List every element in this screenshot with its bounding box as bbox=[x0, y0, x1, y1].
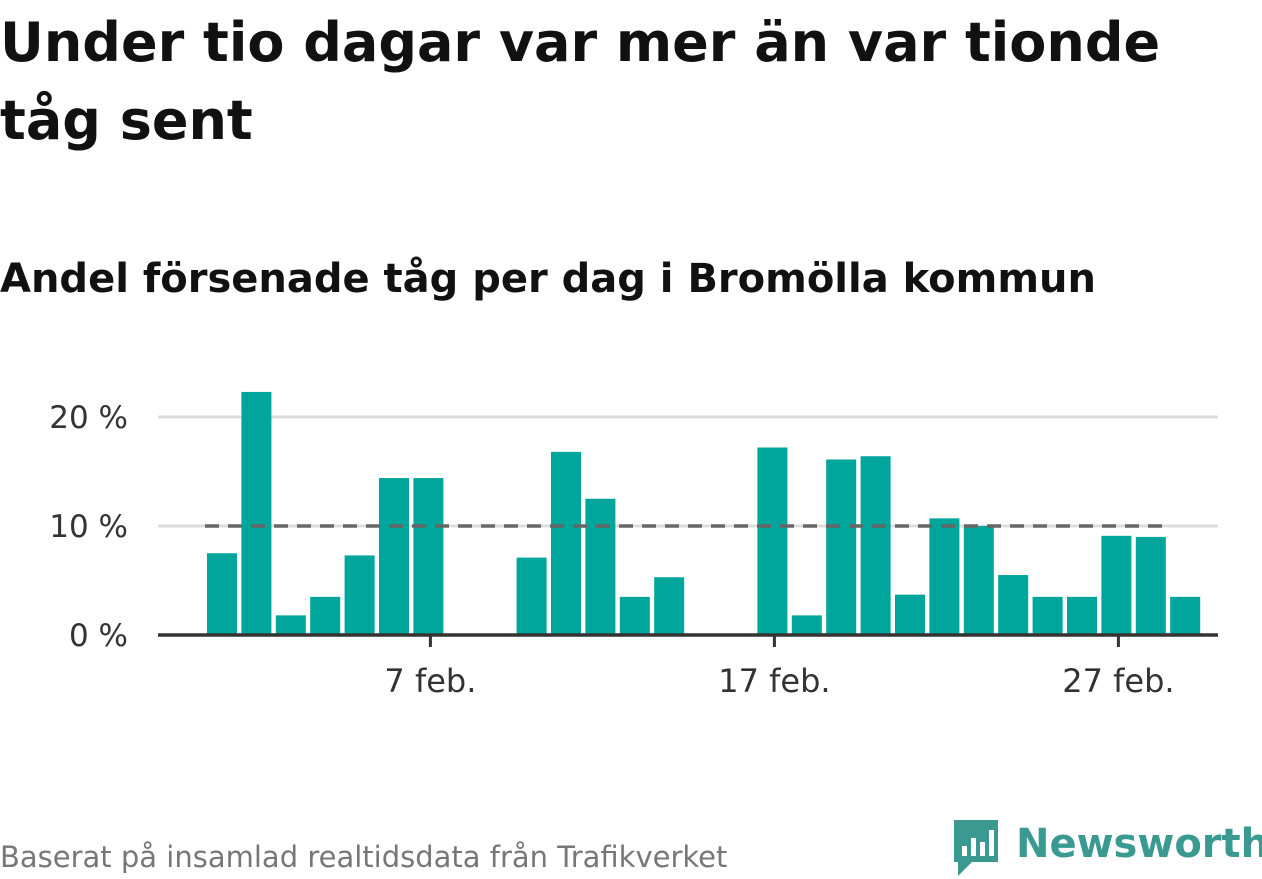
chart-title: Under tio dagar var mer än var tionde tå… bbox=[0, 11, 1161, 152]
bar bbox=[1032, 596, 1063, 635]
bar bbox=[585, 498, 616, 635]
bar bbox=[275, 615, 306, 635]
chart-subtitle: Andel försenade tåg per dag i Bromölla k… bbox=[0, 256, 1096, 302]
bar bbox=[1101, 535, 1132, 635]
bar bbox=[344, 555, 375, 635]
bar bbox=[963, 526, 994, 635]
bar bbox=[860, 456, 891, 635]
y-tick-label: 0 % bbox=[69, 618, 128, 654]
bar bbox=[1135, 536, 1166, 635]
y-tick-label: 10 % bbox=[49, 509, 128, 545]
bar bbox=[998, 575, 1029, 635]
x-tick-label: 17 feb. bbox=[718, 662, 830, 700]
bar-chart: 0 % 10 % 20 % 7 feb. 17 feb. 27 feb. bbox=[49, 391, 1218, 700]
bar bbox=[619, 596, 650, 635]
source-note: Baserat på insamlad realtidsdata från Tr… bbox=[0, 840, 728, 874]
bar bbox=[791, 615, 822, 635]
bar bbox=[757, 447, 788, 635]
bar bbox=[413, 478, 444, 635]
bar bbox=[826, 459, 857, 635]
bar bbox=[929, 518, 960, 635]
x-tick-label: 7 feb. bbox=[384, 662, 476, 700]
y-tick-label: 20 % bbox=[49, 400, 128, 436]
bar bbox=[516, 557, 547, 635]
newsworthy-logo-icon bbox=[954, 820, 998, 876]
bar bbox=[654, 577, 685, 635]
bar bbox=[1170, 596, 1201, 635]
bar bbox=[379, 478, 409, 635]
bar bbox=[895, 594, 925, 635]
bar bbox=[551, 451, 581, 635]
bar bbox=[241, 391, 272, 635]
bar bbox=[310, 596, 341, 635]
bar bbox=[1067, 596, 1097, 635]
brand-name: Newsworthy bbox=[1016, 821, 1262, 867]
x-tick-label: 27 feb. bbox=[1062, 662, 1174, 700]
bar bbox=[207, 553, 237, 635]
